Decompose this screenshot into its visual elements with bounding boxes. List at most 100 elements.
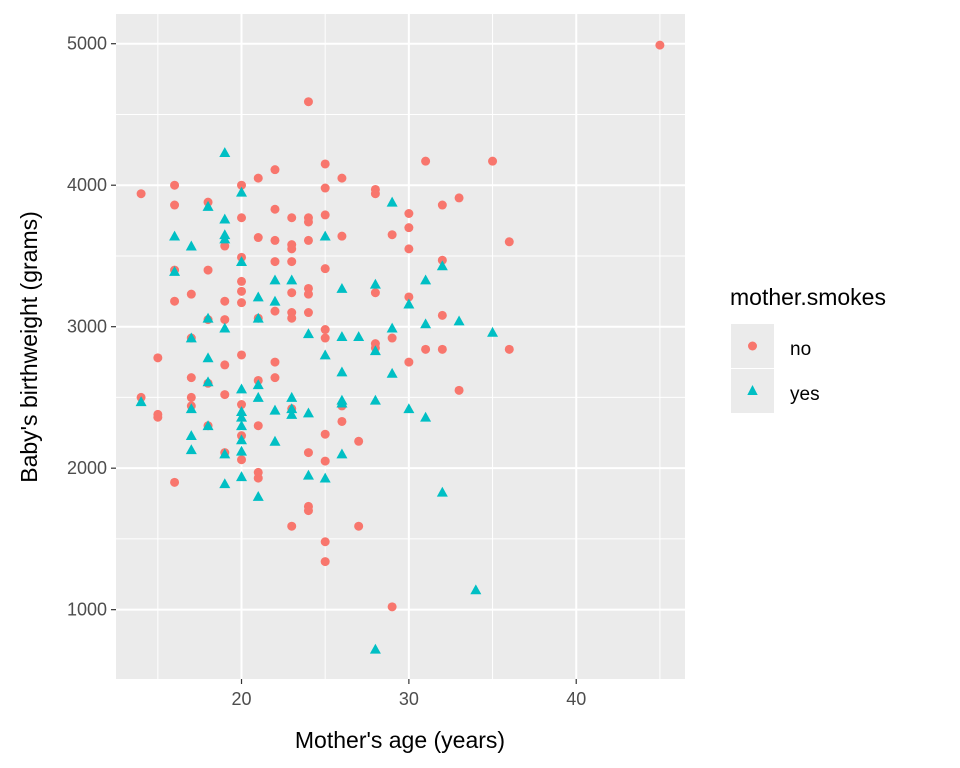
axis-ticks: 20 30 40 1000 2000 3000 4000 5000 (67, 34, 586, 709)
x-tick-label: 30 (399, 689, 419, 709)
point-no (237, 180, 247, 190)
point-no (287, 213, 297, 223)
point-no (454, 193, 464, 203)
point-no (153, 412, 163, 422)
point-no (354, 521, 364, 531)
point-yes (219, 147, 231, 158)
point-no (370, 288, 380, 298)
point-yes (369, 278, 381, 289)
point-no (136, 189, 146, 199)
point-no (287, 521, 297, 531)
point-no (337, 231, 347, 241)
point-no (170, 477, 180, 487)
point-yes (252, 490, 264, 501)
point-yes (202, 376, 214, 387)
point-yes (353, 331, 365, 341)
point-yes (386, 367, 398, 378)
point-no (220, 315, 230, 325)
point-no (421, 344, 431, 354)
legend-title: mother.smokes (730, 284, 886, 310)
point-no (404, 357, 414, 367)
point-no (387, 230, 397, 240)
point-no (303, 235, 313, 245)
point-no (387, 602, 397, 612)
point-no (270, 235, 280, 245)
point-no (270, 204, 280, 214)
point-yes (386, 196, 398, 207)
point-yes (236, 406, 248, 416)
y-tick-label: 3000 (67, 317, 107, 337)
point-no (220, 241, 230, 251)
point-yes (369, 345, 381, 356)
point-yes (453, 315, 465, 326)
point-yes (185, 240, 197, 251)
point-yes (336, 448, 348, 459)
grid-minor (116, 14, 685, 679)
point-no (170, 200, 180, 210)
point-no (437, 310, 447, 320)
point-yes (219, 478, 231, 489)
point-no (655, 40, 665, 50)
point-yes (336, 397, 348, 408)
point-yes (286, 391, 298, 402)
point-no (253, 473, 263, 483)
point-yes (236, 383, 248, 394)
point-yes (202, 200, 214, 211)
point-no (253, 233, 263, 243)
point-yes (202, 420, 214, 431)
point-no (287, 288, 297, 298)
point-no (303, 97, 313, 107)
point-yes (252, 312, 264, 323)
point-no (437, 255, 447, 265)
y-tick-label: 2000 (67, 458, 107, 478)
point-yes (236, 186, 248, 197)
point-yes (403, 403, 415, 414)
point-yes (236, 256, 248, 267)
point-yes (135, 396, 147, 407)
point-no (237, 455, 247, 465)
point-yes (202, 312, 214, 323)
y-axis-title: Baby's birthweight (grams) (16, 211, 42, 483)
point-yes (252, 391, 264, 402)
point-no (488, 156, 498, 166)
point-yes (169, 266, 181, 276)
y-tick-label: 5000 (67, 34, 107, 54)
legend-label-yes: yes (790, 384, 820, 405)
point-no (270, 257, 280, 267)
point-no (303, 289, 313, 299)
point-no (370, 189, 380, 199)
point-no (237, 298, 247, 308)
point-yes (269, 404, 281, 415)
point-yes (269, 274, 281, 285)
point-no (203, 265, 213, 275)
point-yes (286, 274, 298, 285)
point-no (320, 537, 330, 547)
point-no (303, 217, 313, 227)
x-tick-label: 20 (231, 689, 251, 709)
x-tick-label: 40 (566, 689, 586, 709)
point-yes (202, 352, 214, 363)
point-no (504, 237, 514, 247)
point-yes (436, 260, 448, 271)
point-yes (252, 291, 264, 302)
point-no (404, 292, 414, 302)
point-no (354, 436, 364, 446)
point-yes (336, 282, 348, 293)
point-no (270, 165, 280, 175)
point-yes (369, 394, 381, 405)
point-no (237, 213, 247, 223)
point-yes (185, 430, 197, 441)
point-no (170, 180, 180, 190)
point-no (153, 353, 163, 363)
point-no (337, 173, 347, 183)
point-yes (319, 472, 331, 483)
point-no (287, 244, 297, 254)
legend-marker-yes (747, 385, 758, 395)
point-yes (302, 469, 314, 480)
point-no (404, 244, 414, 254)
point-yes (487, 326, 499, 337)
point-no (287, 313, 297, 323)
point-yes (286, 408, 298, 419)
point-no (320, 557, 330, 567)
plot-panel (116, 14, 685, 679)
